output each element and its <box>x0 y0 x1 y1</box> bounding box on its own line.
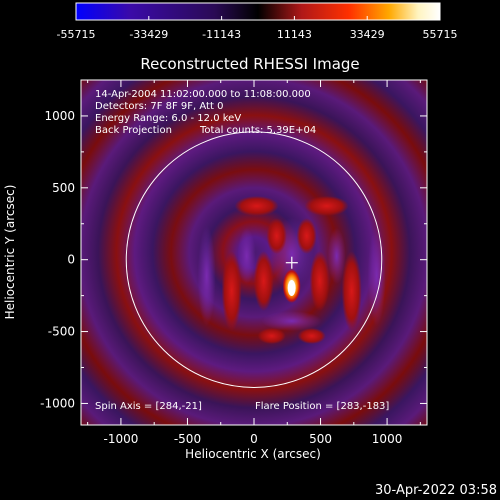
heat-lobe <box>266 217 287 254</box>
solar-limb-circle <box>125 131 383 388</box>
heatmap-image <box>81 80 427 425</box>
annotation-time-range: 14-Apr-2004 11:02:00.000 to 11:08:00.000 <box>95 89 311 100</box>
annotation-flare-position: Flare Position = [283,-183] <box>255 401 389 412</box>
colorbar-tick-label: -11143 <box>202 28 241 41</box>
footer-timestamp: 30-Apr-2022 03:58 <box>375 483 497 498</box>
heat-lobe <box>237 227 256 284</box>
heat-lobe <box>367 225 386 326</box>
colorbar-tick-label: 55715 <box>423 28 458 41</box>
colorbar-labels: -55715 -33429 -11143 11143 33429 55715 <box>57 28 458 41</box>
x-tick-label: 0 <box>250 432 258 446</box>
colorbar-tick-label: 11143 <box>277 28 312 41</box>
y-tick-label: 500 <box>52 181 75 195</box>
heat-lobe <box>304 195 349 216</box>
x-axis-ticks <box>87 80 421 425</box>
heat-lobe <box>261 310 322 331</box>
y-tick-label: -500 <box>48 325 75 339</box>
heat-lobe <box>297 327 326 344</box>
colorbar-tick-label: 33429 <box>350 28 385 41</box>
annotation-spin-axis: Spin Axis = [284,-21] <box>95 401 202 412</box>
heat-lobe <box>327 227 346 284</box>
x-axis-label: Heliocentric X (arcsec) <box>185 447 321 461</box>
y-axis-tick-labels: -1000 -500 0 500 1000 <box>40 109 75 411</box>
annotation-method: Back Projection <box>95 125 172 136</box>
colorbar-tick-label: -55715 <box>57 28 96 41</box>
colorbar <box>75 2 441 21</box>
x-tick-label: -1000 <box>103 432 138 446</box>
annotation-energy-range: Energy Range: 6.0 - 12.0 keV <box>95 113 241 124</box>
x-tick-label: 500 <box>309 432 332 446</box>
annotation-total-counts: Total counts: 5.39E+04 <box>199 125 316 136</box>
colorbar-ticks <box>75 16 441 20</box>
y-axis-label: Heliocentric Y (arcsec) <box>3 185 17 320</box>
colorbar-tick-label: -33429 <box>129 28 168 41</box>
x-axis-tick-labels: -1000 -500 0 500 1000 <box>103 432 402 446</box>
y-tick-label: 0 <box>67 253 75 267</box>
heat-lobe <box>253 250 274 311</box>
heat-lobe <box>296 217 317 254</box>
heat-lobe <box>257 327 286 344</box>
heat-lobe <box>341 250 362 331</box>
heat-lobe <box>309 250 330 311</box>
y-tick-label: 1000 <box>44 109 75 123</box>
x-tick-label: -500 <box>174 432 201 446</box>
heat-lobe <box>197 225 216 326</box>
spin-axis-marker <box>285 256 298 269</box>
x-tick-label: 1000 <box>372 432 403 446</box>
y-tick-label: -1000 <box>40 396 75 410</box>
flare-source-peak <box>287 279 296 296</box>
heat-lobe <box>234 195 279 216</box>
heat-lobe <box>221 250 242 331</box>
annotation-detectors: Detectors: 7F 8F 9F, Att 0 <box>95 101 223 112</box>
y-axis-ticks <box>81 79 427 404</box>
chart-title: Reconstructed RHESSI Image <box>140 55 359 73</box>
